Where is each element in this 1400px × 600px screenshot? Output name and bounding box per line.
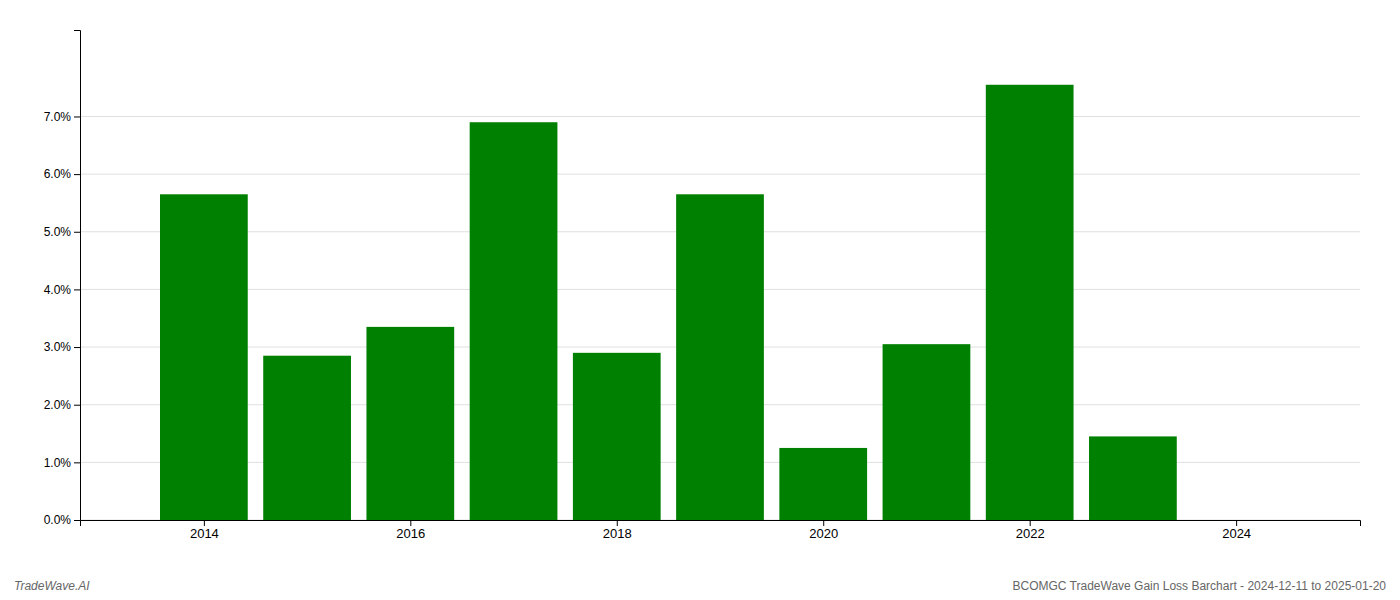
x-tick-mark: [1030, 520, 1031, 526]
x-tick: 2024: [1222, 520, 1251, 541]
x-tick-mark: [1236, 520, 1237, 526]
x-tick-label: 2018: [603, 526, 632, 541]
y-tick-label: 1.0%: [44, 456, 72, 470]
y-tick-mark: [74, 462, 80, 463]
bar: [986, 85, 1074, 520]
bar: [883, 344, 971, 520]
y-tick: 1.0%: [44, 456, 80, 470]
x-tick-label: 2014: [190, 526, 219, 541]
y-axis: 0.0% 1.0% 2.0% 3.0% 4.0% 5.0% 6.0% 7.0%: [44, 31, 81, 528]
x-tick-label: 2022: [1016, 526, 1045, 541]
x-tick: 2016: [396, 520, 425, 541]
bar: [160, 194, 248, 520]
y-tick-label: 6.0%: [44, 167, 72, 181]
x-axis-line: [81, 521, 1361, 527]
y-tick: 6.0%: [44, 167, 80, 181]
x-tick: 2022: [1016, 520, 1045, 541]
x-tick-label: 2016: [396, 526, 425, 541]
y-tick: 0.0%: [44, 513, 80, 527]
bar: [470, 122, 558, 520]
grid-line: [80, 174, 1360, 175]
bar: [1089, 436, 1177, 520]
x-tick: 2014: [190, 520, 219, 541]
bar: [573, 353, 661, 520]
x-tick-label: 2020: [809, 526, 838, 541]
y-tick: 3.0%: [44, 340, 80, 354]
y-tick: 2.0%: [44, 398, 80, 412]
bar: [263, 356, 351, 520]
footer-right: BCOMGC TradeWave Gain Loss Barchart - 20…: [1012, 579, 1386, 593]
x-tick: 2018: [603, 520, 632, 541]
y-tick-label: 0.0%: [44, 513, 72, 527]
bar: [779, 448, 867, 520]
y-tick-label: 7.0%: [44, 110, 72, 124]
y-tick-mark: [74, 520, 80, 521]
bar: [366, 327, 454, 520]
x-tick-mark: [204, 520, 205, 526]
bar: [676, 194, 764, 520]
x-tick-label: 2024: [1222, 526, 1251, 541]
footer: TradeWave.AI BCOMGC TradeWave Gain Loss B…: [14, 579, 1386, 593]
y-tick-label: 5.0%: [44, 225, 72, 239]
y-tick-mark: [74, 347, 80, 348]
y-tick: 4.0%: [44, 283, 80, 297]
x-axis: 2014 2016 2018 2020 2022 2024: [81, 520, 1361, 541]
y-tick-mark: [74, 232, 80, 233]
y-tick-mark: [74, 289, 80, 290]
x-tick-mark: [823, 520, 824, 526]
chart: 0.0% 1.0% 2.0% 3.0% 4.0% 5.0% 6.0% 7.0% 2014 2016…: [0, 0, 1400, 600]
x-tick-mark: [410, 520, 411, 526]
y-tick-label: 3.0%: [44, 340, 72, 354]
footer-left: TradeWave.AI: [14, 579, 90, 593]
grid: [80, 116, 1360, 520]
y-tick-mark: [74, 116, 80, 117]
y-tick: 5.0%: [44, 225, 80, 239]
bars: [160, 85, 1177, 520]
x-tick: 2020: [809, 520, 838, 541]
y-axis-line: [74, 31, 81, 521]
grid-line: [80, 116, 1360, 117]
y-tick-label: 2.0%: [44, 398, 72, 412]
bar: [1192, 520, 1280, 521]
y-tick-label: 4.0%: [44, 283, 72, 297]
y-tick-mark: [74, 174, 80, 175]
y-tick: 7.0%: [44, 110, 80, 124]
x-tick-mark: [617, 520, 618, 526]
y-tick-mark: [74, 405, 80, 406]
